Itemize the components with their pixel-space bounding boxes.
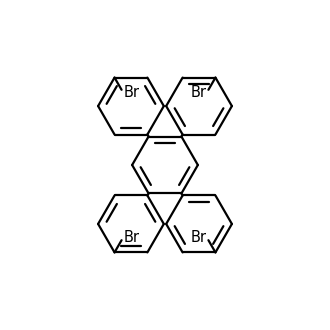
Text: Br: Br [123, 230, 139, 245]
Text: Br: Br [123, 85, 139, 100]
Text: Br: Br [191, 85, 207, 100]
Text: Br: Br [191, 230, 207, 245]
